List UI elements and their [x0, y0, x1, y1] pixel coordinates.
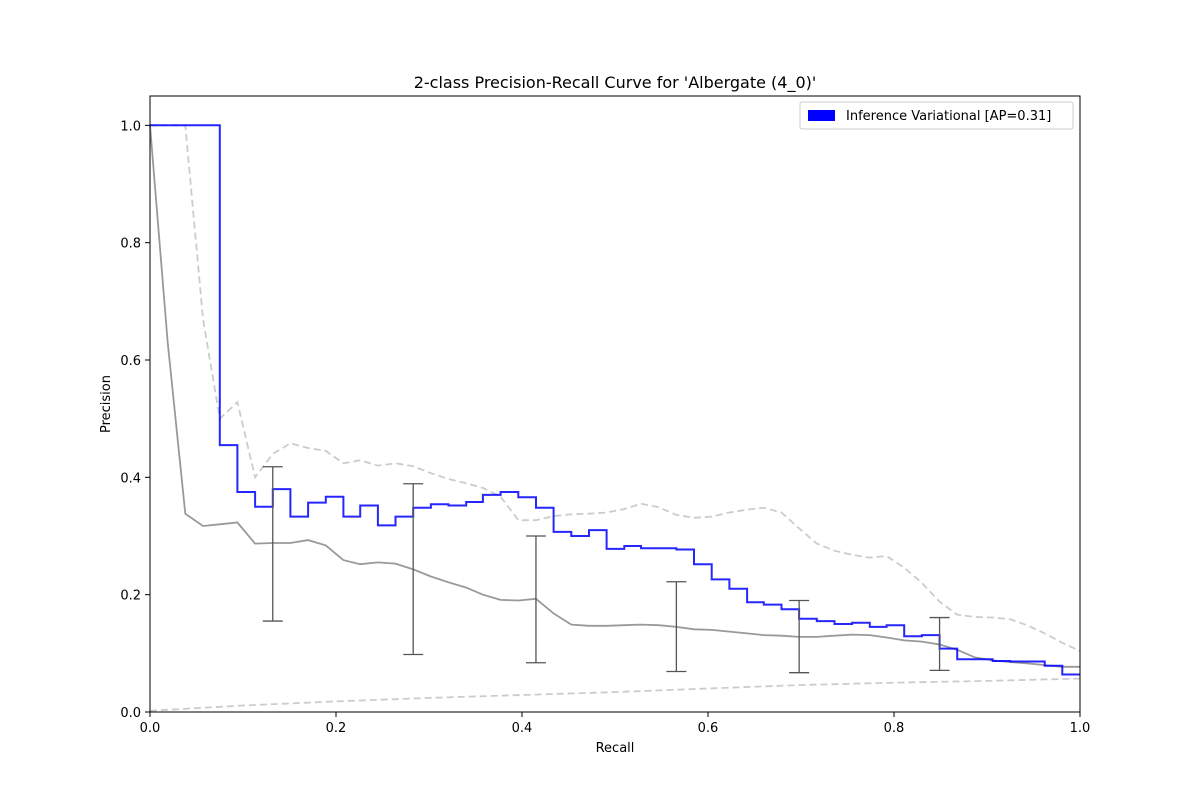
x-axis-label: Recall — [596, 741, 635, 756]
x-tick-label: 0.2 — [326, 721, 347, 736]
y-tick-label: 0.6 — [120, 354, 141, 369]
series-line-2 — [150, 124, 1081, 652]
error-bar-3 — [666, 581, 687, 673]
error-bar-4 — [789, 599, 810, 674]
series-line-1 — [149, 125, 1080, 668]
x-tick-label: 0.6 — [698, 721, 719, 736]
x-tick-label: 0.4 — [512, 721, 533, 736]
error-bar-2 — [525, 535, 546, 664]
y-tick-label: 0.4 — [120, 471, 141, 486]
y-tick-label: 0.2 — [120, 589, 141, 604]
legend-label: Inference Variational [AP=0.31] — [846, 109, 1051, 124]
y-axis-label: Precision — [99, 375, 114, 433]
y-tick-label: 0.0 — [120, 706, 141, 721]
legend-swatch — [808, 110, 835, 121]
plot-frame — [149, 95, 1081, 713]
x-tick-label: 0.8 — [884, 721, 905, 736]
chart-title: 2-class Precision-Recall Curve for 'Albe… — [414, 73, 817, 93]
error-bar-5 — [929, 616, 950, 671]
plot-area — [149, 124, 1081, 712]
legend: Inference Variational [AP=0.31] — [799, 101, 1074, 130]
y-tick-label: 0.8 — [120, 237, 141, 252]
error-bar-0 — [262, 466, 283, 622]
y-axis-ticks: 0.0 0.2 0.4 0.6 0.8 1.0 — [120, 119, 150, 721]
x-tick-label: 0.0 — [140, 721, 161, 736]
legend-box — [799, 101, 1074, 130]
y-tick-label: 1.0 — [120, 119, 141, 134]
error-bar-1 — [403, 483, 424, 656]
series-line-0 — [150, 124, 1080, 676]
x-tick-label: 1.0 — [1070, 721, 1091, 736]
x-axis-ticks: 0.0 0.2 0.4 0.6 0.8 1.0 — [140, 712, 1091, 736]
series-line-3 — [149, 677, 1081, 712]
